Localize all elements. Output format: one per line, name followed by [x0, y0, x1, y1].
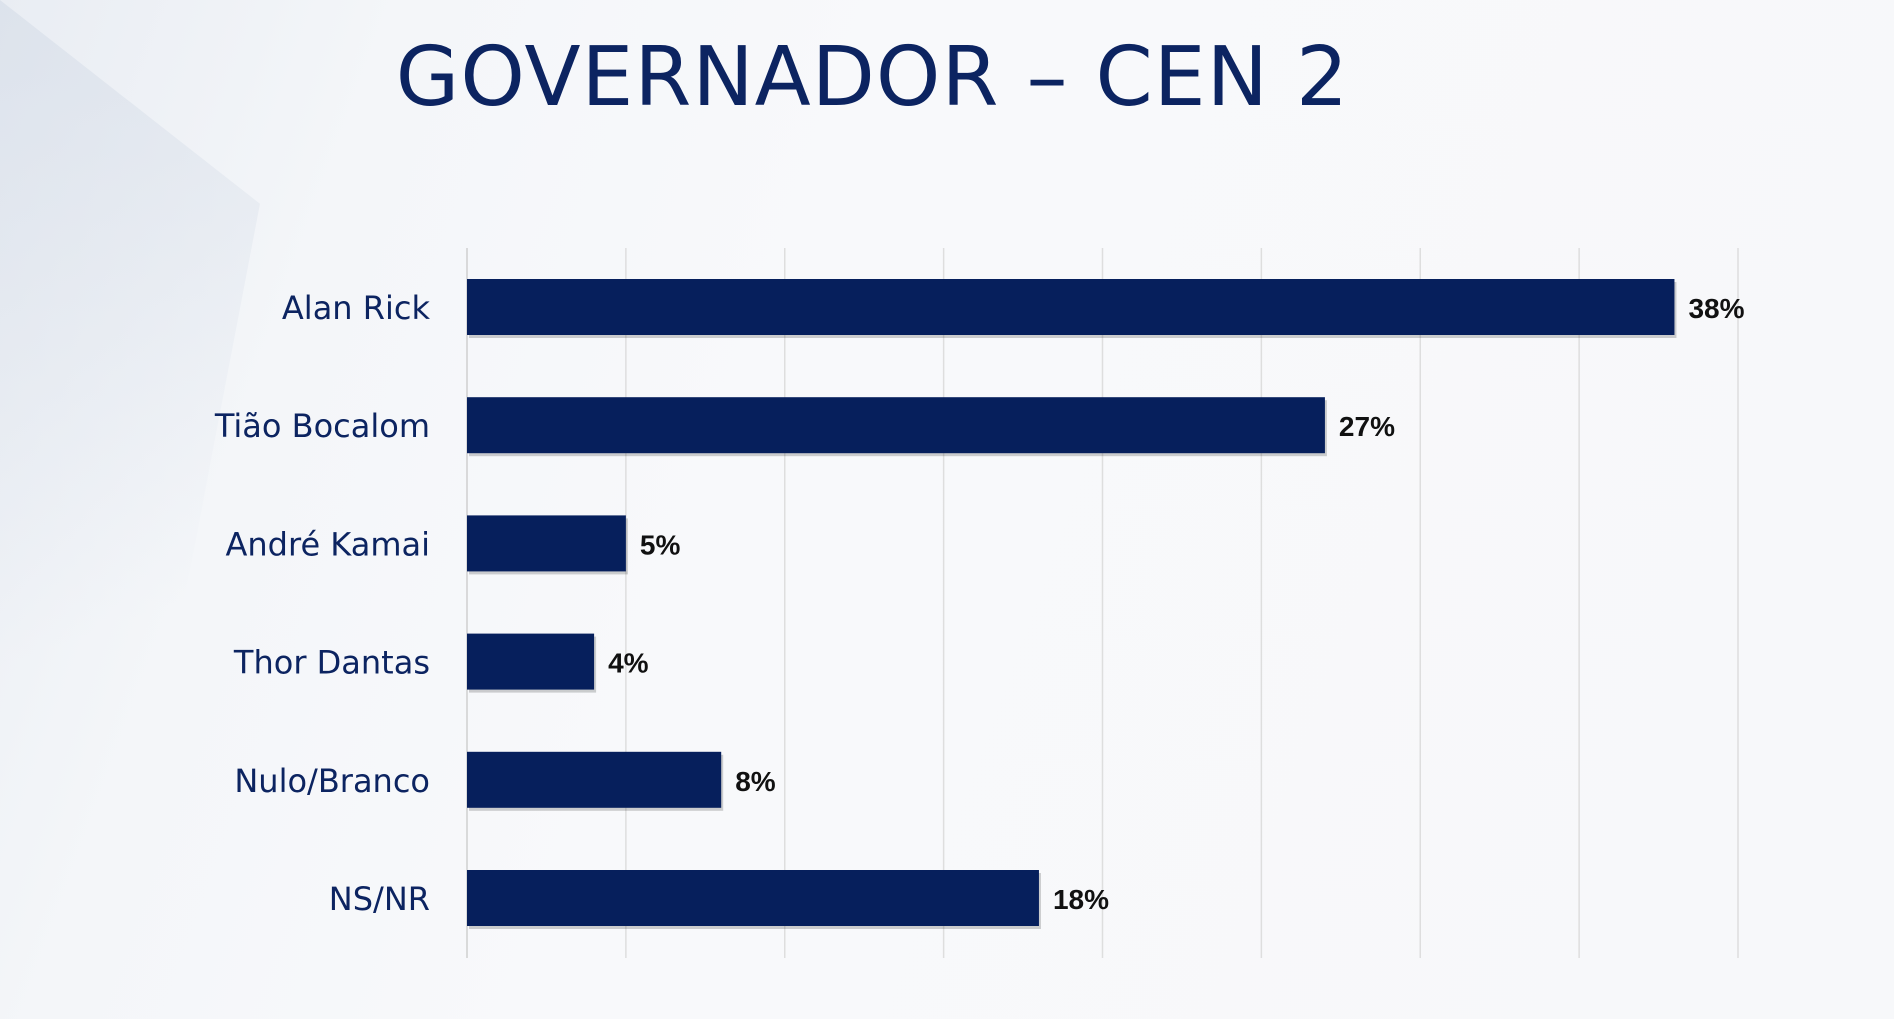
bar: [467, 870, 1039, 926]
chart-title: GOVERNADOR – CEN 2: [395, 30, 1350, 125]
category-label: Tião Bocalom: [214, 407, 430, 445]
category-label: Alan Rick: [282, 289, 431, 327]
data-label: 5%: [640, 529, 681, 560]
bar: [467, 279, 1675, 335]
bar: [467, 751, 722, 808]
bar: [467, 515, 626, 572]
data-label: 8%: [735, 766, 776, 797]
category-label: Thor Dantas: [233, 644, 430, 682]
bar: [467, 397, 1325, 454]
category-label: André Kamai: [226, 525, 431, 563]
data-label: 27%: [1339, 411, 1395, 442]
data-label: 38%: [1688, 293, 1744, 324]
data-label: 18%: [1053, 884, 1109, 915]
data-label: 4%: [608, 648, 649, 679]
category-label: NS/NR: [329, 880, 430, 918]
category-label: Nulo/Branco: [234, 762, 430, 800]
bar: [467, 633, 595, 690]
